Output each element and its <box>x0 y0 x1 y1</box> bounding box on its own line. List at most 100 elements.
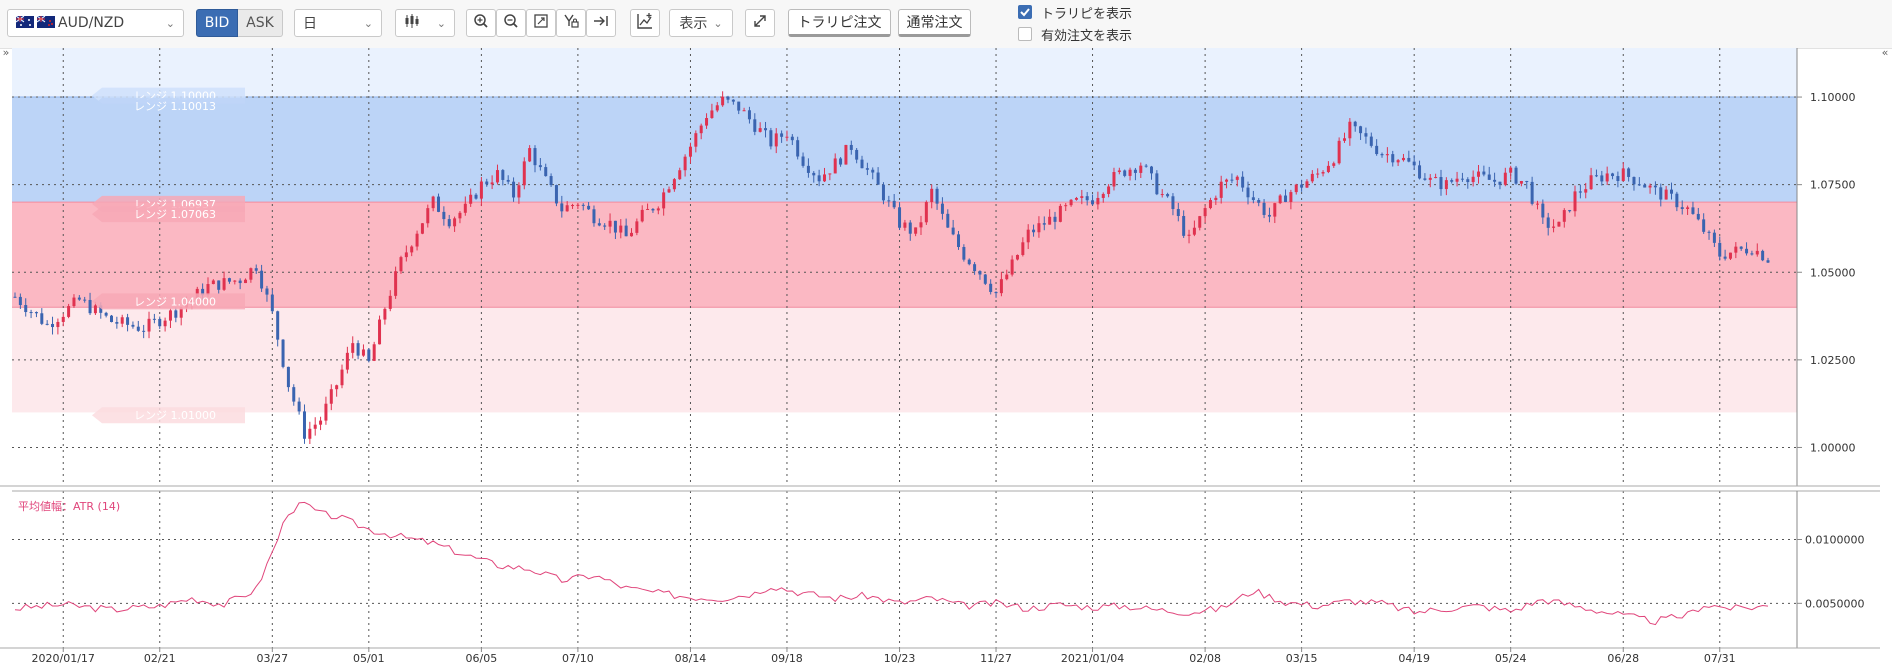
candle-body <box>254 268 258 271</box>
candle-body <box>1385 154 1389 156</box>
range-label-tag[interactable] <box>92 293 245 310</box>
fit-button[interactable] <box>526 9 556 37</box>
candle-body <box>881 184 885 201</box>
candle-body <box>1675 193 1679 208</box>
candle-body <box>855 149 859 160</box>
candle-body <box>758 128 762 132</box>
candle-body <box>104 312 108 316</box>
candle-body <box>1605 173 1609 182</box>
candle-body <box>769 130 773 147</box>
jump-to-end-button[interactable] <box>586 9 616 37</box>
date-tick-label: 06/28 <box>1607 652 1639 664</box>
candle-body <box>1739 246 1743 249</box>
candle-body <box>892 200 896 208</box>
candle-body <box>99 305 103 313</box>
candle-body <box>1091 200 1095 205</box>
trap-order-button[interactable]: トラリピ注文 <box>788 9 891 37</box>
date-tick-label: 05/24 <box>1495 652 1527 664</box>
candle-body <box>479 181 483 199</box>
candle-body <box>329 389 333 404</box>
candle-body <box>1434 177 1438 179</box>
candle-body <box>908 222 912 234</box>
date-tick-label: 07/10 <box>562 652 594 664</box>
candle-body <box>721 96 725 106</box>
fit-icon <box>533 13 549 33</box>
ask-button[interactable]: ASK <box>238 9 283 37</box>
candle-body <box>345 352 349 370</box>
candle-body <box>1267 214 1271 217</box>
chart-type-select[interactable]: ⌄ <box>395 9 455 37</box>
bid-button[interactable]: BID <box>196 9 238 37</box>
collapse-left-icon[interactable]: » <box>2 46 10 59</box>
candle-body <box>1670 189 1674 194</box>
candle-body <box>1273 203 1277 217</box>
candle-body <box>324 403 328 421</box>
candle-body <box>1359 126 1363 134</box>
candle-body <box>1568 210 1572 212</box>
candle-body <box>431 196 435 209</box>
range-label-tag[interactable] <box>92 407 245 424</box>
atr-subchart: 0.0100000 0.0050000 平均値幅：ATR (14) <box>12 490 1880 648</box>
candle-body <box>1766 260 1770 263</box>
collapse-right-icon[interactable]: « <box>1881 46 1889 59</box>
candle-body <box>764 128 768 131</box>
candle-body <box>211 280 215 285</box>
candle-body <box>629 232 633 237</box>
period-select[interactable]: 日 ⌄ <box>294 9 382 37</box>
candle-body <box>249 268 253 280</box>
candle-body <box>812 172 816 176</box>
range-label-tag[interactable] <box>92 97 245 114</box>
candle-body <box>163 320 167 327</box>
candle-body <box>136 326 140 331</box>
display-menu-button[interactable]: 表示 ⌄ <box>669 9 733 37</box>
price-axis: 1.10000 1.07500 1.05000 1.02500 1.00000 <box>0 48 1880 487</box>
candle-body <box>1155 173 1159 195</box>
currency-pair-select[interactable]: AUD/NZD ⌄ <box>7 9 184 37</box>
candle-body <box>667 189 671 193</box>
bid-ask-toggle: BID ASK <box>196 9 283 37</box>
candle-body <box>1289 192 1293 202</box>
candle-body <box>1310 173 1314 182</box>
candle-body <box>1477 171 1481 177</box>
candle-body <box>957 234 961 247</box>
candle-body <box>876 172 880 185</box>
candle-body <box>973 264 977 272</box>
candle-body <box>967 259 971 265</box>
candle-body <box>1305 181 1309 188</box>
candle-body <box>1251 197 1255 201</box>
atr-tick-label: 0.0100000 <box>1805 534 1865 547</box>
candle-body <box>1332 163 1336 166</box>
candle-body <box>378 319 382 345</box>
zoom-out-button[interactable] <box>496 9 526 37</box>
candle-body <box>999 279 1003 294</box>
candle-body <box>1053 216 1057 222</box>
candle-body <box>1723 256 1727 259</box>
candle-body <box>1407 157 1411 162</box>
candle-body <box>1611 173 1615 177</box>
show-traps-checkbox[interactable] <box>1018 5 1032 19</box>
add-indicator-button[interactable] <box>630 9 660 37</box>
candle-body <box>1364 133 1368 137</box>
pin-button[interactable] <box>556 9 586 37</box>
candle-body <box>1278 195 1282 204</box>
candle-body <box>1498 181 1502 185</box>
date-tick-label: 03/27 <box>256 652 288 664</box>
candle-body <box>383 308 387 320</box>
candle-body <box>126 317 130 325</box>
candle-body <box>1600 175 1604 182</box>
candle-body <box>1139 165 1143 173</box>
trap-range-bands <box>12 48 1797 413</box>
zoom-in-button[interactable] <box>466 9 496 37</box>
normal-order-button[interactable]: 通常注文 <box>898 9 971 37</box>
candle-body <box>1375 145 1379 155</box>
date-tick-label: 06/05 <box>466 652 498 664</box>
range-label-tag[interactable] <box>92 206 245 223</box>
candle-body <box>683 156 687 171</box>
candle-body <box>694 133 698 147</box>
fullscreen-button[interactable] <box>745 9 775 37</box>
show-active-orders-checkbox[interactable] <box>1018 27 1032 41</box>
candle-body <box>951 227 955 235</box>
candle-body <box>571 205 575 207</box>
